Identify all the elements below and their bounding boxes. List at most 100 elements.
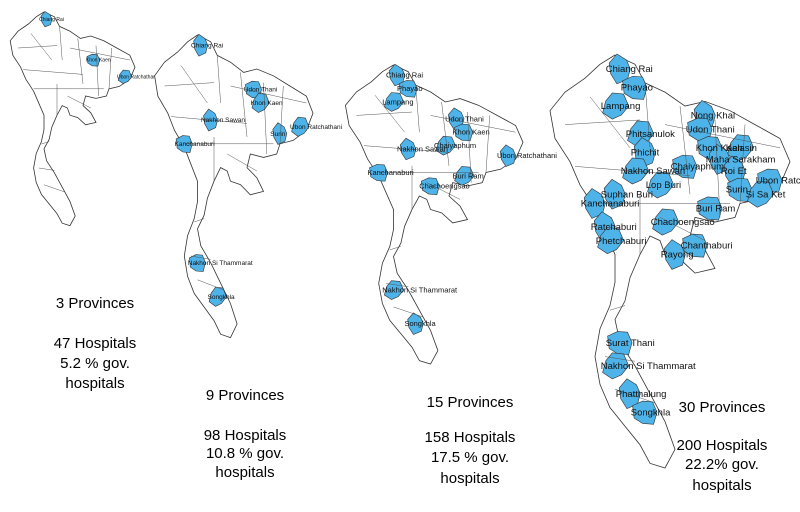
province-label: Roi Et bbox=[721, 166, 747, 177]
province-highlight bbox=[384, 93, 403, 112]
province-highlight bbox=[408, 313, 424, 335]
province-label: Chiang Rai bbox=[386, 71, 423, 80]
province-label: Chiang Rai bbox=[191, 42, 223, 49]
province-highlight bbox=[623, 76, 647, 99]
province-label: Udon Thani bbox=[686, 124, 735, 135]
province-highlight bbox=[370, 164, 388, 181]
caption-line: hospitals bbox=[440, 470, 499, 487]
province-highlight bbox=[698, 197, 722, 220]
province-borders bbox=[565, 83, 780, 403]
province-borders bbox=[165, 55, 307, 290]
province-label: Chaiyaphum bbox=[434, 141, 476, 150]
caption-line: 200 Hospitals bbox=[677, 437, 768, 454]
province-label: Buri Ram bbox=[696, 203, 736, 214]
province-highlight bbox=[273, 123, 287, 145]
map-shape bbox=[550, 54, 790, 468]
country-outline bbox=[10, 12, 135, 226]
caption-line: hospitals bbox=[215, 464, 274, 481]
caption-line: 15 Provinces bbox=[427, 394, 514, 411]
province-highlight bbox=[252, 93, 269, 112]
province-highlight bbox=[648, 172, 674, 198]
caption-line: 10.8 % gov. bbox=[206, 445, 284, 462]
caption-line: 158 Hospitals bbox=[425, 429, 516, 446]
map-shape bbox=[10, 11, 135, 225]
province-highlight bbox=[608, 331, 632, 354]
province-label: Kanchanaburi bbox=[175, 141, 215, 148]
province-label: Chiang Rai bbox=[606, 64, 653, 75]
province-label: Khon Kaen bbox=[453, 128, 490, 137]
province-label: Kanchanaburi bbox=[581, 199, 640, 210]
caption-line: hospitals bbox=[692, 477, 751, 494]
province-label: Phayao bbox=[621, 83, 653, 94]
province-label: Phitsanulok bbox=[626, 129, 675, 140]
caption-line: 3 Provinces bbox=[56, 295, 134, 312]
province-label: Buri Ram bbox=[453, 171, 484, 180]
province-highlight bbox=[176, 136, 192, 153]
province-label: Lampang bbox=[382, 97, 413, 106]
province-label: Khon Kaen bbox=[250, 100, 283, 107]
province-label: Phichit bbox=[631, 148, 660, 159]
province-label: Chachoengsao bbox=[651, 217, 715, 228]
province-highlight bbox=[623, 158, 649, 184]
caption-line: 17.5 % gov. bbox=[431, 449, 509, 466]
province-label: Nakhon Si Thammarat bbox=[382, 286, 458, 295]
province-borders bbox=[18, 26, 130, 192]
province-label: Chachoengsao bbox=[419, 181, 469, 190]
country-outline bbox=[155, 35, 313, 338]
province-label: Nakhon Sawan bbox=[621, 166, 685, 177]
thailand-map: Chiang Rai Phayao Lampang Nong Khai Udon Tha… bbox=[550, 54, 800, 494]
map-shape bbox=[345, 64, 523, 364]
province-highlight bbox=[604, 179, 625, 209]
province-borders bbox=[357, 85, 516, 317]
province-label: Chaiyaphum bbox=[671, 162, 724, 173]
province-label: Phayao bbox=[397, 84, 422, 93]
caption-line: hospitals bbox=[65, 375, 124, 392]
caption-line: 47 Hospitals bbox=[54, 335, 137, 352]
thailand-map: Chiang Rai Udon Thani Khon Kaen Nakhon Sawa… bbox=[155, 34, 342, 481]
province-highlight bbox=[399, 80, 417, 97]
province-highlight bbox=[500, 145, 516, 167]
province-label: Songkhla bbox=[631, 407, 671, 418]
province-label: Khon Kaen bbox=[86, 58, 111, 64]
province-label: Phatthalung bbox=[616, 389, 667, 400]
province-label: Rayong bbox=[661, 250, 694, 261]
caption-line: 22.2% gov. bbox=[685, 456, 759, 473]
province-highlight bbox=[598, 228, 624, 254]
province-highlight bbox=[41, 11, 52, 26]
province-label: Phetchaburi bbox=[596, 236, 647, 247]
caption-line: 5.2 % gov. bbox=[60, 355, 130, 372]
province-label: Lop Buri bbox=[646, 180, 681, 191]
province-label: Udon Thani bbox=[445, 114, 484, 123]
province-label: Ubon Ratchathani bbox=[497, 151, 557, 160]
province-label: Nakhon Sawan bbox=[201, 117, 245, 124]
province-highlight bbox=[455, 166, 474, 185]
thailand-map: Chiang Rai Khon Kaen Ubon Ratchathani 3 Pro… bbox=[10, 11, 157, 392]
province-label: Ubon Ratchathani bbox=[756, 175, 800, 186]
province-label: Kanchanaburi bbox=[367, 168, 414, 177]
province-label: Chiang Rai bbox=[39, 17, 64, 23]
province-label: Songkhla bbox=[208, 294, 235, 301]
thailand-map: Chiang Rai Phayao Lampang Udon Thani Khon Ka… bbox=[345, 64, 557, 487]
province-highlight bbox=[653, 209, 679, 235]
province-highlight bbox=[118, 70, 132, 84]
province-label: Nakhon Sawan bbox=[397, 145, 448, 154]
province-label: Suphan Buri bbox=[601, 189, 653, 200]
map-shape bbox=[155, 34, 313, 337]
province-label: Nakhon Si Thammarat bbox=[188, 260, 253, 267]
province-label: Ubon Ratchathani bbox=[117, 74, 157, 80]
province-highlight bbox=[748, 181, 774, 207]
province-highlight bbox=[673, 155, 697, 178]
province-label: Udon Thani bbox=[244, 87, 278, 94]
province-highlight bbox=[292, 117, 309, 136]
province-label: Surat Thani bbox=[606, 338, 655, 349]
province-label: Si Sa Ket bbox=[746, 189, 786, 200]
province-label: Surin bbox=[726, 185, 748, 196]
province-highlight bbox=[603, 93, 629, 119]
province-label: Kalasin bbox=[726, 143, 757, 154]
province-label: Nong Khai bbox=[691, 110, 735, 121]
caption-line: 98 Hospitals bbox=[204, 427, 287, 444]
province-highlight bbox=[728, 178, 752, 201]
province-label: Surin bbox=[270, 131, 286, 138]
province-label: Maha Sarakham bbox=[706, 155, 776, 166]
